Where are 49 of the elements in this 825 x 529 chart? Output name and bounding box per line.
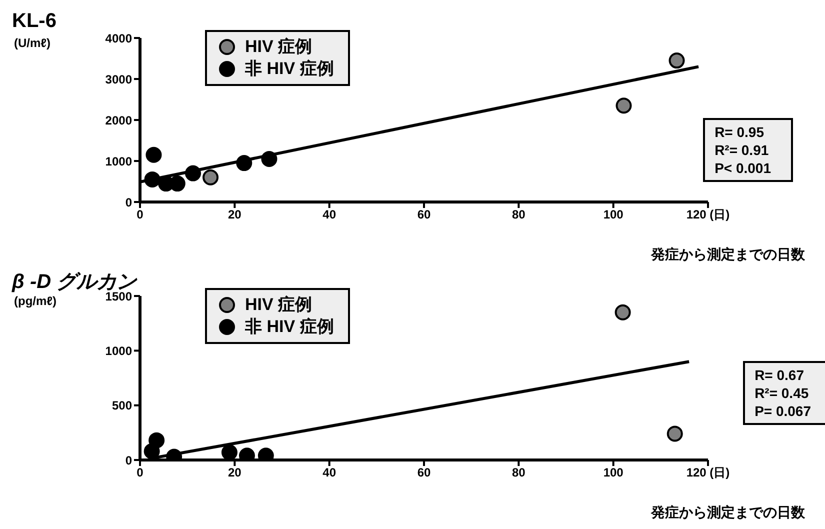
point bbox=[148, 432, 165, 448]
y-axis-title: (pg/mℓ) bbox=[14, 294, 57, 308]
point bbox=[668, 52, 685, 69]
legend-label: HIV 症例 bbox=[245, 36, 312, 58]
x-tick-label: 80 bbox=[512, 466, 526, 480]
y-tick-label: 3000 bbox=[105, 72, 132, 86]
x-tick-label: 0 bbox=[136, 466, 144, 480]
x-tick-label: 60 bbox=[417, 208, 431, 222]
y-tick-label: 0 bbox=[125, 453, 132, 468]
x-axis-title: 発症から測定までの日数 bbox=[651, 504, 805, 522]
point bbox=[616, 98, 632, 114]
text: R²= 0.45 bbox=[754, 384, 810, 402]
x-tick-label: 100 bbox=[603, 466, 624, 480]
x-tick-label: 100 bbox=[603, 208, 624, 222]
x-tick-label: 60 bbox=[417, 466, 431, 480]
x-tick-label: 80 bbox=[512, 208, 526, 222]
y-tick-label: 1000 bbox=[105, 154, 132, 168]
text: R= 0.95 bbox=[714, 123, 765, 141]
x-tick-label: 20 bbox=[228, 208, 242, 222]
x-tick-label: 120 (日) bbox=[686, 208, 730, 222]
point bbox=[614, 304, 631, 320]
x-tick-label: 40 bbox=[322, 466, 336, 480]
legend-label: HIV 症例 bbox=[245, 294, 312, 316]
x-tick-label: 120 (日) bbox=[686, 466, 730, 480]
point bbox=[202, 169, 219, 186]
point bbox=[221, 444, 238, 460]
text: P= 0.067 bbox=[754, 402, 811, 420]
point bbox=[666, 426, 683, 442]
text: P< 0.001 bbox=[714, 159, 771, 177]
point bbox=[185, 165, 202, 182]
point bbox=[144, 171, 160, 188]
x-axis-title: 発症から測定までの日数 bbox=[651, 246, 805, 264]
point bbox=[261, 150, 278, 167]
text: R= 0.67 bbox=[754, 366, 805, 384]
x-tick-label: 20 bbox=[228, 466, 242, 480]
text: R²= 0.91 bbox=[714, 141, 770, 159]
y-tick-label: 2000 bbox=[105, 113, 132, 128]
legend-label: 非 HIV 症例 bbox=[245, 58, 334, 80]
y-tick-label: 4000 bbox=[105, 31, 132, 46]
x-tick-label: 0 bbox=[136, 208, 144, 222]
x-tick-label: 40 bbox=[322, 208, 336, 222]
legend-label: 非 HIV 症例 bbox=[245, 316, 334, 338]
y-axis-title: (U/mℓ) bbox=[14, 36, 51, 50]
y-tick-label: 1000 bbox=[105, 344, 132, 358]
chart-title: KL-6 bbox=[12, 10, 56, 33]
y-tick-label: 500 bbox=[112, 398, 132, 413]
point bbox=[146, 146, 162, 163]
y-tick-label: 0 bbox=[125, 195, 132, 210]
point bbox=[236, 155, 252, 172]
